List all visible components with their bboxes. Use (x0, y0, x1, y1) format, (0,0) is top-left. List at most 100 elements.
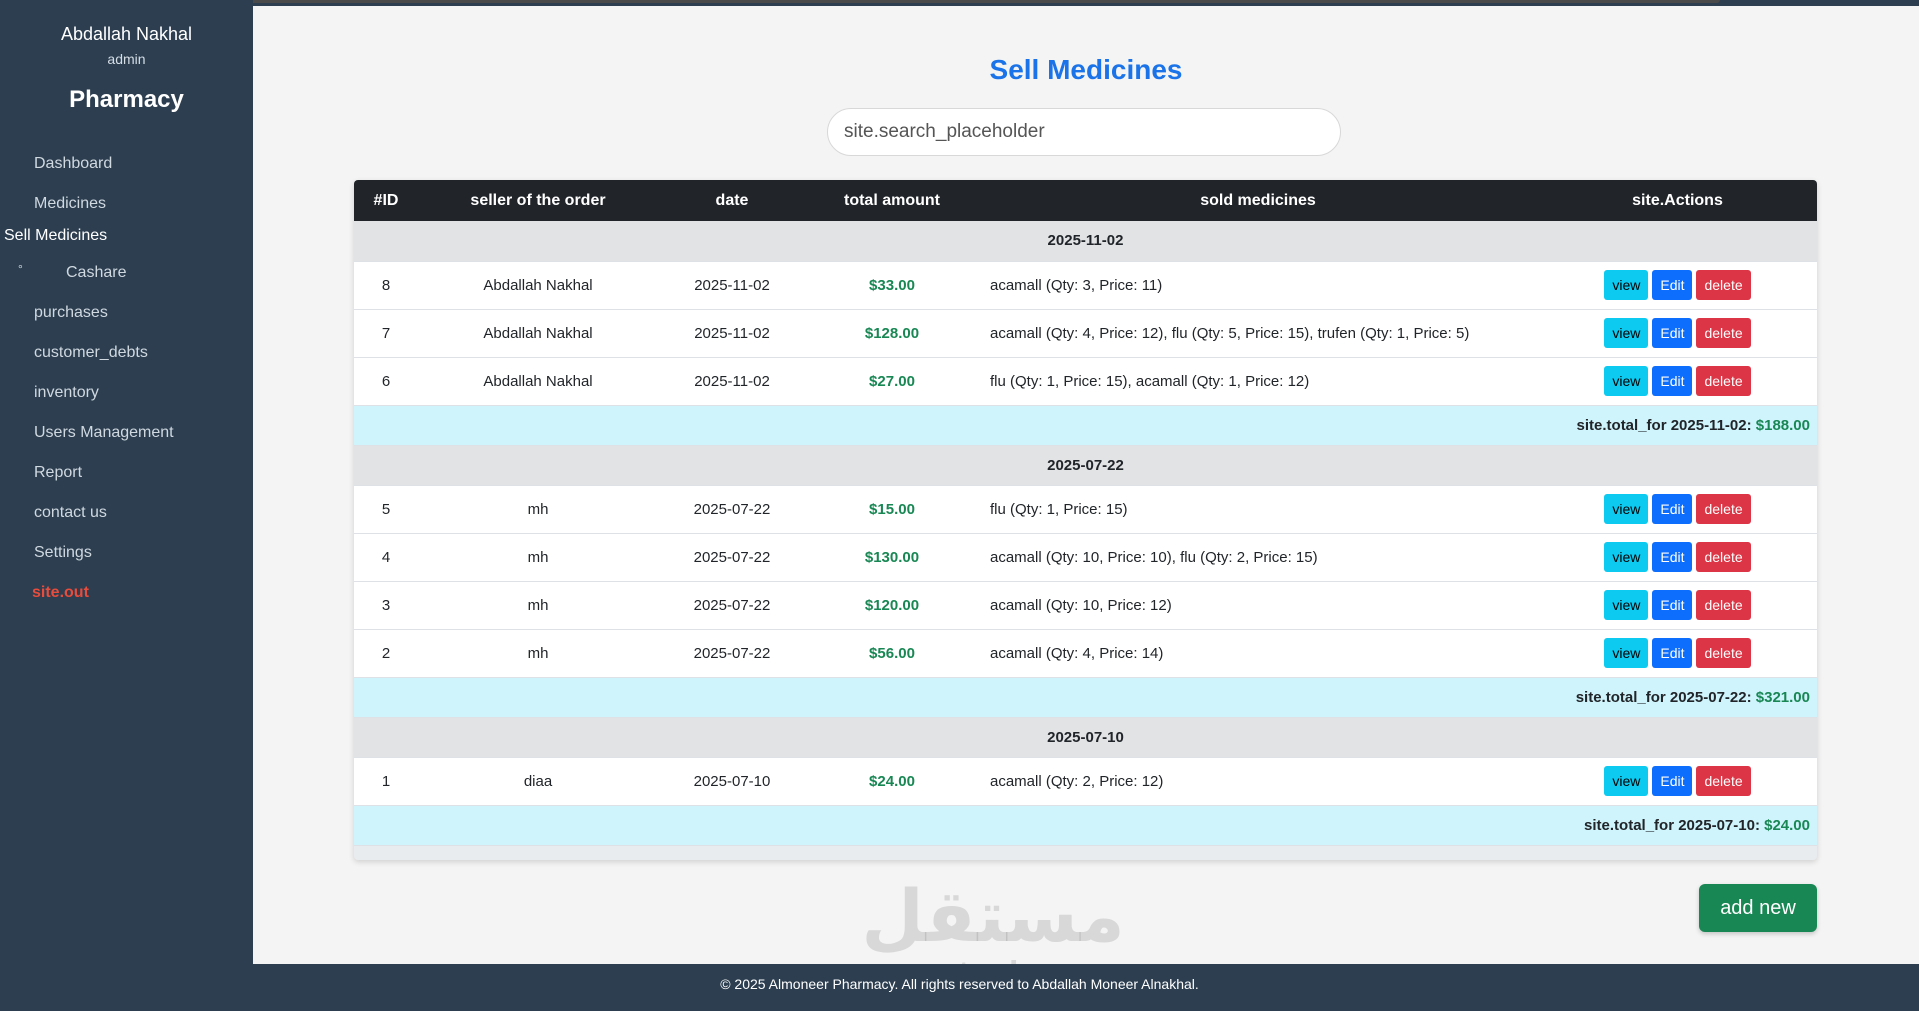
view-button[interactable]: view (1604, 318, 1649, 348)
nav-purchases[interactable]: purchases (34, 304, 108, 321)
nav-contact-us[interactable]: contact us (34, 504, 107, 521)
cell-id: 7 (354, 309, 418, 358)
group-total-label: site.total_for 2025-07-22: (1575, 688, 1752, 706)
delete-button[interactable]: delete (1696, 638, 1751, 668)
table-row: 6 Abdallah Nakhal 2025-11-02 $27.00 flu (Qty… (354, 357, 1817, 406)
group-total-value: $321.00 (1755, 688, 1810, 706)
edit-button[interactable]: Edit (1652, 542, 1693, 572)
view-button[interactable]: view (1604, 270, 1649, 300)
search-input[interactable] (827, 108, 1341, 156)
view-button[interactable]: view (1604, 590, 1649, 620)
delete-button[interactable]: delete (1696, 270, 1751, 300)
view-button[interactable]: view (1604, 638, 1649, 668)
cell-date: 2025-07-22 (658, 581, 806, 630)
delete-button[interactable]: delete (1696, 766, 1751, 796)
cell-actions: view Edit delete (1538, 533, 1817, 582)
amount-value: $15.00 (869, 500, 915, 518)
cell-date: 2025-11-02 (658, 309, 806, 358)
cell-amount: $24.00 (806, 757, 978, 806)
user-role: admin (107, 51, 146, 67)
nav-dashboard[interactable]: Dashboard (34, 155, 113, 172)
date-group-row: 2025-07-22 (354, 445, 1817, 486)
cell-date: 2025-11-02 (658, 357, 806, 406)
col-header-amount: total amount (806, 180, 978, 221)
amount-value: $120.00 (864, 596, 920, 614)
nav-inventory[interactable]: inventory (34, 384, 99, 401)
edit-button[interactable]: Edit (1652, 590, 1693, 620)
delete-button[interactable]: delete (1696, 590, 1751, 620)
nav-medicines[interactable]: Medicines (34, 195, 107, 212)
edit-button[interactable]: Edit (1652, 638, 1693, 668)
delete-button[interactable]: delete (1696, 366, 1751, 396)
cell-id: 6 (354, 357, 418, 406)
submenu-bullet-icon: ° (18, 262, 23, 276)
cell-amount: $27.00 (806, 357, 978, 406)
edit-button[interactable]: Edit (1652, 318, 1693, 348)
nav-sell-medicines[interactable]: Sell Medicines (4, 227, 108, 244)
date-group-row: 2025-07-10 (354, 717, 1817, 758)
cell-seller: diaa (418, 757, 658, 806)
view-button[interactable]: view (1604, 766, 1649, 796)
cell-id: 5 (354, 485, 418, 534)
edit-button[interactable]: Edit (1652, 766, 1693, 796)
col-header-medicines: sold medicines (978, 180, 1538, 221)
amount-value: $24.00 (869, 772, 915, 790)
view-button[interactable]: view (1604, 542, 1649, 572)
nav-logout[interactable]: site.out (32, 584, 89, 601)
main-content: Sell Medicines #ID seller of the order d… (253, 6, 1919, 992)
group-total-row: site.total_for 2025-07-10: $24.00 (354, 805, 1817, 846)
cell-actions: view Edit delete (1538, 629, 1817, 678)
cell-amount: $128.00 (806, 309, 978, 358)
group-total-row: site.total_for 2025-07-22: $321.00 (354, 677, 1817, 718)
cell-amount: $33.00 (806, 261, 978, 310)
user-name: Abdallah Nakhal (60, 24, 193, 44)
table-row: 8 Abdallah Nakhal 2025-11-02 $33.00 acamall … (354, 261, 1817, 310)
cell-id: 1 (354, 757, 418, 806)
add-new-button[interactable]: add new (1699, 884, 1817, 932)
table-row: 3 mh 2025-07-22 $120.00 acamall (Qty: 10, Pr… (354, 581, 1817, 630)
edit-button[interactable]: Edit (1652, 366, 1693, 396)
cell-seller: mh (418, 533, 658, 582)
amount-value: $128.00 (864, 324, 920, 342)
cell-date: 2025-07-22 (658, 629, 806, 678)
sales-table-container: #ID seller of the order date total amoun… (354, 180, 1817, 860)
cell-seller: mh (418, 485, 658, 534)
date-group-row: 2025-11-02 (354, 221, 1817, 262)
delete-button[interactable]: delete (1696, 494, 1751, 524)
amount-value: $56.00 (869, 644, 915, 662)
cell-seller: Abdallah Nakhal (418, 309, 658, 358)
cell-date: 2025-07-22 (658, 533, 806, 582)
cell-medicines: acamall (Qty: 10, Price: 12) (978, 581, 1538, 630)
delete-button[interactable]: delete (1696, 318, 1751, 348)
view-button[interactable]: view (1604, 494, 1649, 524)
nav-customer-debts[interactable]: customer_debts (34, 344, 148, 361)
cell-amount: $120.00 (806, 581, 978, 630)
group-total-label: site.total_for 2025-07-10: (1584, 816, 1760, 834)
cell-date: 2025-11-02 (658, 261, 806, 310)
nav-users-management[interactable]: Users Management (34, 424, 174, 441)
col-header-date: date (658, 180, 806, 221)
window-top-edge (80, 0, 1720, 3)
nav-report[interactable]: Report (34, 464, 83, 481)
cell-date: 2025-07-10 (658, 757, 806, 806)
col-header-actions: site.Actions (1538, 180, 1817, 221)
group-total-label: site.total_for 2025-11-02: (1576, 416, 1752, 434)
nav-settings[interactable]: Settings (34, 544, 92, 561)
cell-seller: Abdallah Nakhal (418, 357, 658, 406)
cell-medicines: acamall (Qty: 4, Price: 14) (978, 629, 1538, 678)
cell-seller: mh (418, 581, 658, 630)
table-row: 2 mh 2025-07-22 $56.00 acamall (Qty: 4, Pric… (354, 629, 1817, 678)
footer: © 2025 Almoneer Pharmacy. All rights res… (0, 964, 1919, 1011)
edit-button[interactable]: Edit (1652, 494, 1693, 524)
nav-cashare[interactable]: Cashare (66, 264, 127, 281)
group-total-value: $24.00 (1764, 816, 1810, 834)
cell-amount: $56.00 (806, 629, 978, 678)
edit-button[interactable]: Edit (1652, 270, 1693, 300)
view-button[interactable]: view (1604, 366, 1649, 396)
cell-id: 4 (354, 533, 418, 582)
cell-medicines: acamall (Qty: 4, Price: 12), flu (Qty: 5… (978, 309, 1538, 358)
cell-id: 8 (354, 261, 418, 310)
delete-button[interactable]: delete (1696, 542, 1751, 572)
sales-table: #ID seller of the order date total amoun… (354, 180, 1817, 846)
